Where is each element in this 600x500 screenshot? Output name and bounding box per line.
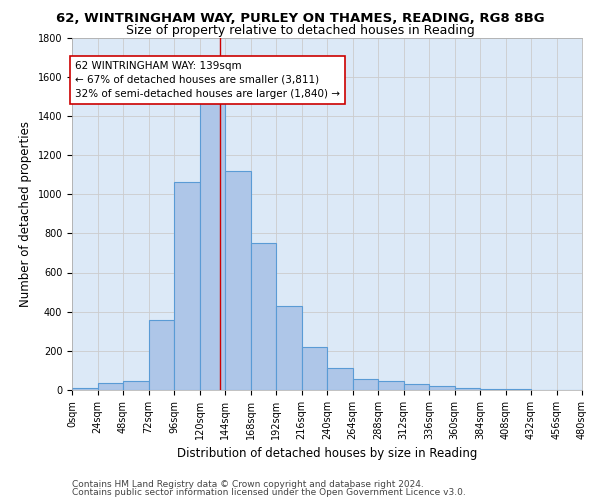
- Text: Size of property relative to detached houses in Reading: Size of property relative to detached ho…: [125, 24, 475, 37]
- Text: Contains public sector information licensed under the Open Government Licence v3: Contains public sector information licen…: [72, 488, 466, 497]
- Bar: [302, 347, 327, 390]
- Bar: [327, 368, 353, 390]
- Text: 62 WINTRINGHAM WAY: 139sqm
← 67% of detached houses are smaller (3,811)
32% of s: 62 WINTRINGHAM WAY: 139sqm ← 67% of deta…: [75, 61, 340, 99]
- Bar: [353, 379, 378, 390]
- Bar: [505, 389, 531, 390]
- Bar: [97, 383, 123, 390]
- Text: 62, WINTRINGHAM WAY, PURLEY ON THAMES, READING, RG8 8BG: 62, WINTRINGHAM WAY, PURLEY ON THAMES, R…: [56, 12, 544, 26]
- Bar: [174, 182, 199, 390]
- Bar: [455, 388, 480, 390]
- Bar: [199, 103, 225, 390]
- Bar: [429, 386, 455, 390]
- Bar: [404, 384, 429, 390]
- Bar: [251, 243, 276, 390]
- Bar: [480, 389, 505, 390]
- Bar: [123, 381, 149, 390]
- Y-axis label: Number of detached properties: Number of detached properties: [19, 120, 32, 306]
- Bar: [149, 320, 174, 390]
- Bar: [225, 170, 251, 390]
- Text: Contains HM Land Registry data © Crown copyright and database right 2024.: Contains HM Land Registry data © Crown c…: [72, 480, 424, 489]
- Bar: [72, 388, 97, 390]
- Bar: [378, 381, 404, 390]
- Bar: [276, 306, 302, 390]
- X-axis label: Distribution of detached houses by size in Reading: Distribution of detached houses by size …: [177, 448, 477, 460]
